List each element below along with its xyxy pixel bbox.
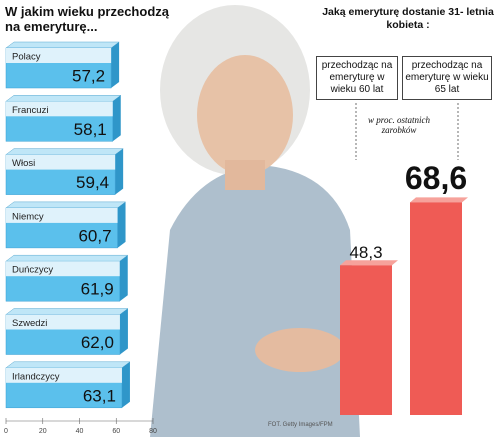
bar	[410, 202, 462, 415]
bar-top	[5, 148, 124, 155]
bar-top	[5, 308, 129, 315]
bar-top	[5, 254, 129, 262]
bar-side	[117, 201, 126, 248]
category-box: przechodząc na emeryturę w wieku 60 lat	[316, 56, 398, 100]
bar-top	[5, 361, 131, 369]
bar	[340, 265, 392, 415]
value-label: 58,1	[74, 120, 107, 139]
bar-label-strip	[6, 154, 116, 170]
left-title: W jakim wieku przechodzą na emeryturę...	[5, 4, 169, 34]
x-tick-label: 40	[76, 428, 84, 435]
value-label: 57,2	[72, 66, 105, 85]
value-label: 68,6	[405, 160, 467, 196]
subtitle: w proc. ostatnich zarobków	[368, 115, 430, 135]
x-tick-label: 60	[112, 428, 120, 435]
category-label: Niemcy	[12, 211, 44, 222]
value-label: 59,4	[76, 173, 109, 192]
bar-top	[340, 260, 398, 266]
value-label: 48,3	[349, 243, 382, 262]
bar-side	[121, 361, 130, 408]
category-label: Irlandczycy	[12, 371, 60, 382]
x-tick-label: 80	[149, 428, 157, 435]
bar-side	[111, 42, 120, 88]
bar-top	[410, 197, 468, 203]
bar-side	[112, 95, 121, 142]
value-label: 61,9	[81, 280, 114, 299]
bar-top	[5, 41, 120, 49]
value-label: 62,0	[81, 333, 114, 352]
bar-label-strip	[6, 207, 118, 223]
right-title: Jaką emeryturę dostanie 31- letnia kobie…	[322, 6, 494, 31]
x-tick-label: 20	[39, 428, 47, 435]
category-label: Polacy	[12, 52, 41, 63]
category-label: Francuzi	[12, 105, 48, 116]
bar-label-strip	[6, 101, 113, 117]
bar-side	[115, 148, 124, 195]
photo	[150, 5, 360, 437]
bar-side	[119, 308, 128, 355]
bar-label-strip	[6, 314, 120, 330]
value-label: 60,7	[78, 226, 111, 245]
value-label: 63,1	[83, 386, 116, 405]
bar-label-strip	[6, 48, 112, 63]
category-label: Duńczycy	[12, 265, 53, 276]
bar-top	[5, 201, 127, 209]
category-label: Włosi	[12, 158, 35, 169]
source: FOT. Getty Images/FPM	[268, 422, 333, 428]
category-box: przechodząc na emeryturę w wieku 65 lat	[402, 56, 492, 100]
category-label: Szwedzi	[12, 318, 47, 329]
bar-side	[119, 255, 128, 302]
bar-top	[5, 95, 122, 102]
bar-label-strip	[6, 367, 122, 383]
bar-label-strip	[6, 261, 120, 277]
x-tick-label: 0	[4, 428, 8, 435]
